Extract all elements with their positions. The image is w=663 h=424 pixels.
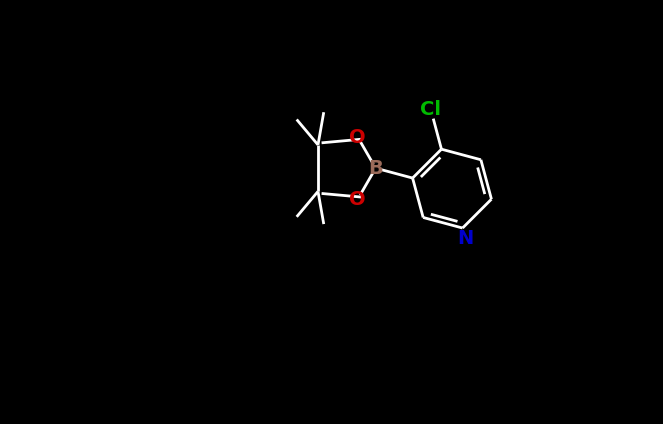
Text: O: O	[349, 128, 366, 147]
Text: O: O	[349, 190, 366, 209]
Text: N: N	[457, 229, 473, 248]
Text: B: B	[368, 159, 383, 178]
Text: Cl: Cl	[420, 100, 442, 119]
